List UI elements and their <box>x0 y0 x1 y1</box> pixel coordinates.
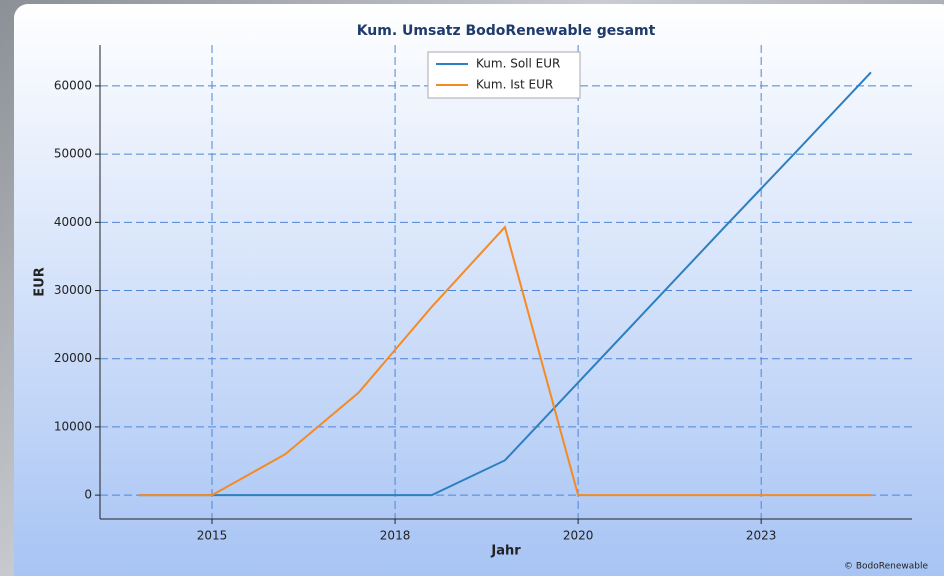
legend-label: Kum. Ist EUR <box>476 78 553 92</box>
y-tick-label: 0 <box>84 488 92 502</box>
y-tick-label: 10000 <box>54 419 92 433</box>
y-tick-label: 60000 <box>54 78 92 92</box>
y-tick-label: 50000 <box>54 147 92 161</box>
y-tick-label: 30000 <box>54 283 92 297</box>
legend-box <box>427 51 581 99</box>
panel <box>14 4 944 576</box>
x-tick-label: 2023 <box>746 529 777 543</box>
x-axis-label: Jahr <box>490 544 521 559</box>
y-tick-label: 20000 <box>54 351 92 365</box>
y-axis-label: EUR <box>33 267 48 296</box>
x-tick-label: 2020 <box>563 529 594 543</box>
legend-label: Kum. Soll EUR <box>476 57 560 71</box>
series-line <box>138 225 871 497</box>
x-tick-label: 2018 <box>380 529 411 543</box>
series-line <box>138 71 872 497</box>
chart-title: Kum. Umsatz BodoRenewable gesamt <box>357 23 656 39</box>
y-tick-label: 40000 <box>54 215 92 229</box>
credit: © BodoRenewable <box>844 562 928 572</box>
x-tick-label: 2015 <box>197 529 228 543</box>
